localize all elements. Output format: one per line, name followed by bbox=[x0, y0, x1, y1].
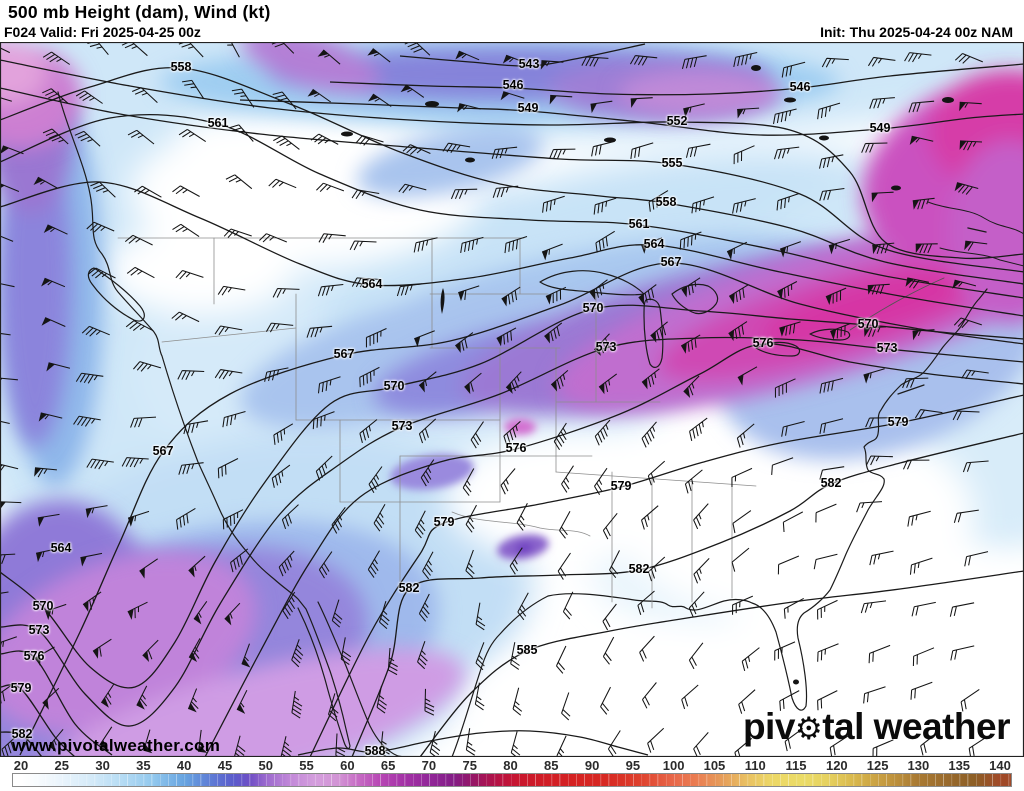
colorbar-tick: 20 bbox=[13, 758, 29, 773]
contour-label: 579 bbox=[887, 414, 909, 429]
colorbar-tick: 50 bbox=[258, 758, 273, 773]
wind-speed-field bbox=[0, 42, 1024, 757]
contour-label: 570 bbox=[383, 378, 405, 393]
contour-label: 555 bbox=[661, 155, 683, 170]
colorbar: 20 25 30 35 40 45 50 55 60 65 70 75 80 85 90 95 100 105 11… bbox=[0, 757, 1024, 791]
contour-label: 567 bbox=[660, 254, 682, 269]
colorbar-tick: 110 bbox=[744, 758, 766, 773]
contour-label: 579 bbox=[610, 478, 632, 493]
colorbar-tick: 100 bbox=[662, 758, 685, 773]
contour-label: 564 bbox=[50, 540, 72, 555]
colorbar-tick: 135 bbox=[948, 758, 971, 773]
logo-text-left: piv bbox=[742, 706, 795, 747]
height-contours bbox=[0, 43, 1024, 757]
colorbar-tick: 35 bbox=[136, 758, 151, 773]
map-area: 558 561 543 546 549 552 546 549 555 558 561 564 567 5… bbox=[0, 42, 1024, 757]
contour-label: 561 bbox=[207, 115, 229, 130]
contour-label: 570 bbox=[857, 316, 879, 331]
init-time: Init: Thu 2025-04-24 00z NAM bbox=[820, 24, 1013, 40]
contour-label: 579 bbox=[433, 514, 455, 529]
colorbar-tick: 75 bbox=[462, 758, 477, 773]
contour-label: 549 bbox=[517, 100, 539, 115]
colorbar-tick: 105 bbox=[703, 758, 726, 773]
colorbar-tick: 115 bbox=[785, 758, 807, 773]
contour-label: 582 bbox=[11, 726, 33, 741]
colorbar-tick: 55 bbox=[299, 758, 314, 773]
contour-label: 567 bbox=[333, 346, 355, 361]
colorbar-tick: 70 bbox=[421, 758, 437, 773]
colorbar-tick: 45 bbox=[217, 758, 233, 773]
colorbar-tick: 120 bbox=[825, 758, 848, 773]
colorbar-tick: 130 bbox=[907, 758, 930, 773]
contour-label: 576 bbox=[752, 335, 774, 350]
map-title: 500 mb Height (dam), Wind (kt) bbox=[8, 2, 271, 22]
contour-label: 576 bbox=[505, 440, 527, 455]
colorbar-tick: 40 bbox=[176, 758, 192, 773]
contour-label: 573 bbox=[595, 339, 617, 354]
contour-label: 573 bbox=[391, 418, 413, 433]
contour-label: 570 bbox=[32, 598, 54, 613]
colorbar-tick: 125 bbox=[866, 758, 889, 773]
contour-label: 585 bbox=[516, 642, 538, 657]
contour-label: 558 bbox=[170, 59, 192, 74]
contour-label: 552 bbox=[666, 113, 688, 128]
contour-label: 561 bbox=[628, 216, 650, 231]
pivotal-weather-logo: piv⚙tal weather bbox=[742, 706, 1011, 748]
contour-label: 576 bbox=[23, 648, 45, 663]
colorbar-tick: 65 bbox=[380, 758, 396, 773]
colorbar-tick: 90 bbox=[584, 758, 600, 773]
contour-label: 546 bbox=[789, 79, 811, 94]
valid-time: F024 Valid: Fri 2025-04-25 00z bbox=[4, 24, 201, 40]
contour-label: 573 bbox=[876, 340, 898, 355]
logo-text-right: tal weather bbox=[822, 706, 1010, 747]
colorbar-tick: 60 bbox=[340, 758, 355, 773]
colorbar-gradient bbox=[12, 773, 1012, 787]
weather-map-canvas bbox=[0, 42, 1024, 757]
header: 500 mb Height (dam), Wind (kt) F024 Vali… bbox=[0, 0, 1024, 42]
contour-label: 558 bbox=[655, 194, 677, 209]
colorbar-tick: 30 bbox=[95, 758, 110, 773]
contour-label: 579 bbox=[10, 680, 32, 695]
contour-label: 567 bbox=[152, 443, 174, 458]
contour-label: 564 bbox=[361, 276, 383, 291]
colorbar-tick: 85 bbox=[544, 758, 559, 773]
colorbar-tick: 80 bbox=[503, 758, 518, 773]
colorbar-tick: 95 bbox=[625, 758, 641, 773]
gear-icon: ⚙ bbox=[794, 711, 823, 747]
contour-label: 582 bbox=[628, 561, 650, 576]
contour-label: 549 bbox=[869, 120, 891, 135]
contour-label: 588 bbox=[364, 743, 386, 758]
colorbar-tick: 140 bbox=[989, 758, 1011, 773]
contour-label: 582 bbox=[820, 475, 842, 490]
contour-label: 546 bbox=[502, 77, 524, 92]
contour-label: 543 bbox=[518, 56, 540, 71]
watermark: www.pivotalweather.com bbox=[12, 736, 221, 755]
contour-label: 582 bbox=[398, 580, 420, 595]
contour-label: 564 bbox=[643, 236, 665, 251]
contour-label: 570 bbox=[582, 300, 604, 315]
colorbar-tick: 25 bbox=[54, 758, 70, 773]
contour-label: 573 bbox=[28, 622, 50, 637]
